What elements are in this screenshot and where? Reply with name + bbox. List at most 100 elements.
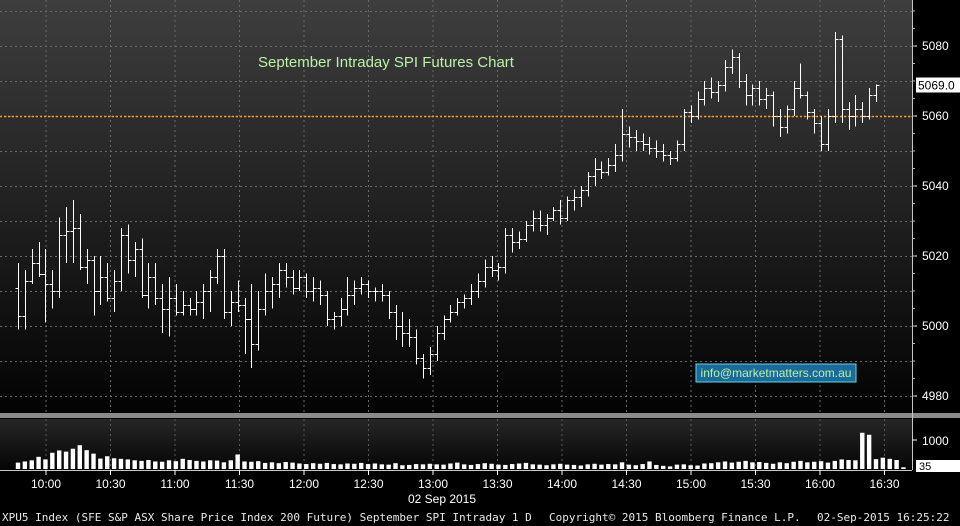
ohlc-bar — [296, 270, 303, 291]
volume-bar — [523, 462, 529, 469]
volume-last-box — [916, 460, 960, 472]
volume-bar — [29, 460, 34, 469]
volume-bar — [310, 463, 316, 469]
ohlc-bar — [550, 207, 557, 221]
watermark-text: info@marketmatters.com.au — [701, 366, 852, 380]
volume-bar — [98, 458, 103, 469]
volume-bar — [180, 458, 185, 469]
ohlc-bars — [15, 32, 880, 379]
ohlc-bar — [91, 256, 98, 316]
volume-bar — [599, 464, 604, 469]
ohlc-bar — [152, 263, 159, 305]
ohlc-bar — [235, 280, 242, 312]
ohlc-bar — [612, 144, 619, 172]
ohlc-bar — [818, 116, 825, 151]
volume-bar — [290, 462, 295, 469]
price-chart: 4980 5000 5020 5040 5060 5080 5069.0 1000 35 10:0… — [0, 0, 960, 506]
ohlc-bar — [427, 347, 434, 375]
ohlc-bar — [674, 140, 681, 162]
price-panel-bg — [0, 0, 912, 412]
ohlc-bar — [166, 277, 173, 337]
volume-bar — [894, 460, 899, 469]
ohlc-bar — [255, 291, 262, 351]
ohlc-bar — [338, 298, 345, 326]
x-tick-label: 13:30 — [482, 477, 512, 491]
volume-bar — [372, 463, 378, 469]
ohlc-bar — [111, 270, 118, 312]
ohlc-bar — [640, 133, 647, 151]
ohlc-bar — [193, 291, 200, 316]
volume-bar — [146, 460, 151, 469]
ohlc-bar — [777, 109, 784, 137]
volume-bar — [901, 467, 906, 469]
volume-bar — [194, 460, 199, 469]
volume-bar — [853, 460, 858, 469]
volume-bar — [118, 458, 124, 469]
ohlc-bar — [523, 221, 530, 242]
ohlc-bar — [461, 294, 468, 309]
volume-bar — [407, 464, 412, 469]
ohlc-bar — [646, 137, 653, 155]
ohlc-bar — [145, 263, 152, 309]
ohlc-bar — [331, 312, 338, 330]
volume-bar — [173, 461, 179, 469]
ohlc-bar — [324, 291, 331, 326]
volume-bar — [818, 461, 824, 469]
last-price-box — [916, 77, 960, 93]
last-price-label: 5069.0 — [918, 79, 955, 93]
ohlc-bar — [434, 326, 441, 361]
volume-bar — [228, 460, 233, 469]
volume-bar — [269, 462, 275, 469]
volume-bar — [709, 463, 714, 469]
ohlc-bar — [852, 95, 859, 127]
volume-bar — [242, 461, 247, 469]
volume-panel-bg — [0, 419, 912, 470]
ohlc-bar — [84, 249, 91, 284]
x-tick-label: 15:30 — [740, 477, 770, 491]
ohlc-bar — [63, 207, 70, 263]
x-tick-label: 12:00 — [289, 477, 319, 491]
ohlc-bar — [784, 105, 791, 134]
ohlc-bar — [365, 280, 372, 298]
ohlc-bar — [173, 284, 180, 316]
x-tick-label: 14:00 — [547, 477, 577, 491]
volume-bar — [832, 460, 838, 469]
volume-bar — [125, 459, 131, 469]
footer-timestamp: 02-Sep-2015 16:25:22 — [817, 511, 950, 524]
ohlc-bar — [530, 210, 537, 232]
volume-bar — [365, 464, 371, 469]
y-tick-label: 5080 — [922, 39, 949, 53]
volume-bar — [36, 456, 41, 469]
ohlc-bar — [406, 319, 413, 347]
ohlc-bar — [537, 210, 544, 232]
y-tick-label: 5000 — [922, 319, 949, 333]
ohlc-bar — [475, 273, 482, 298]
volume-bar — [564, 464, 570, 469]
ohlc-bar — [413, 329, 420, 365]
ohlc-bar — [207, 270, 214, 312]
volume-bar — [722, 461, 728, 469]
ohlc-bar — [22, 270, 29, 330]
volume-bar — [201, 461, 206, 469]
watermark-box: info@marketmatters.com.au — [695, 363, 857, 383]
volume-bar — [667, 466, 673, 469]
volume-bar — [111, 458, 117, 469]
volume-bar — [612, 464, 618, 469]
x-tick-label: 16:00 — [805, 477, 835, 491]
volume-bar — [77, 445, 82, 469]
volume-bar — [784, 463, 789, 469]
ohlc-bar — [770, 91, 777, 127]
volume-bar — [866, 434, 872, 469]
ohlc-bar — [489, 256, 496, 277]
ohlc-bar — [605, 158, 612, 176]
ohlc-bar — [797, 63, 804, 99]
ohlc-bar — [290, 270, 297, 295]
ohlc-bar — [633, 130, 640, 151]
volume-bar — [276, 463, 282, 469]
ohlc-bar — [667, 151, 674, 165]
ohlc-bar — [118, 228, 125, 291]
volume-bar — [338, 464, 343, 469]
ohlc-bar — [317, 280, 324, 305]
volume-bar — [84, 450, 89, 469]
ohlc-bar — [832, 32, 839, 123]
